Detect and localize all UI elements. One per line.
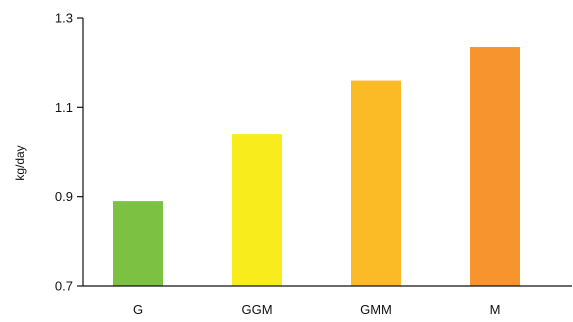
x-axis: G GGM GMM M (83, 285, 572, 317)
bar-m (470, 47, 520, 287)
y-tick-label: 1.1 (55, 100, 73, 115)
x-tick-label: G (133, 302, 143, 317)
y-tick-label: 0.7 (55, 279, 73, 294)
bar-g (113, 201, 163, 286)
y-tick-label: 1.3 (55, 11, 73, 26)
bars (113, 47, 520, 287)
x-tick-label: GMM (360, 302, 392, 317)
y-tick-label: 0.9 (55, 189, 73, 204)
x-tick-label: M (490, 302, 501, 317)
bar-ggm (232, 134, 282, 286)
y-axis-label: kg/day (13, 145, 27, 180)
x-tick-label: GGM (241, 302, 272, 317)
bar-gmm (351, 80, 401, 287)
y-axis: 0.7 0.9 1.1 1.3 (55, 11, 84, 294)
